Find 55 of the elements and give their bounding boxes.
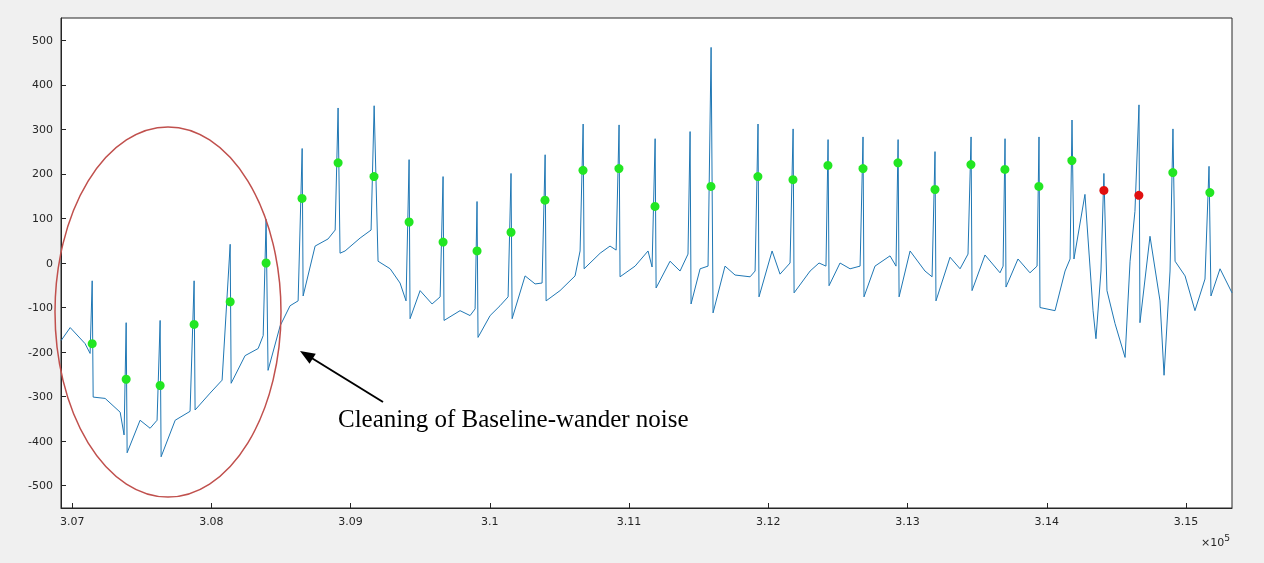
y-tick-label: 100	[32, 211, 53, 225]
point	[930, 185, 940, 194]
x-tick-label: 3.1	[481, 515, 499, 528]
y-tick-label: -200	[28, 345, 53, 359]
point	[1168, 168, 1178, 178]
point	[1067, 156, 1077, 166]
point	[297, 193, 307, 203]
point	[404, 217, 414, 227]
point	[966, 160, 976, 170]
point	[858, 164, 868, 174]
point	[1099, 185, 1109, 195]
x-tick-label: 3.13	[895, 515, 920, 528]
point	[788, 175, 798, 185]
point	[614, 164, 624, 174]
y-tick-label: 400	[32, 78, 53, 92]
point	[706, 181, 716, 191]
x-tick-label: 3.11	[616, 515, 642, 528]
point	[369, 172, 379, 182]
y-tick-label: -400	[28, 434, 53, 448]
point	[121, 374, 131, 384]
annotation: Cleaning of Baseline-wander noise	[338, 405, 689, 433]
x-tick-label: 3.14	[1034, 515, 1060, 528]
point	[87, 339, 97, 349]
point	[1034, 181, 1044, 191]
point	[823, 160, 833, 170]
y-tick-label: 300	[32, 122, 53, 136]
point	[438, 237, 448, 247]
text: ×10$^{5}$	[1200, 532, 1230, 549]
y-tick-label: -100	[28, 301, 53, 315]
x-tick-label: 3.07	[59, 515, 85, 528]
point	[1000, 164, 1010, 174]
x-tick-label: 3.08	[199, 515, 224, 528]
point	[1134, 190, 1144, 200]
point	[578, 165, 588, 175]
point	[472, 246, 482, 256]
y-tick-label: -500	[28, 479, 53, 493]
y-tick-label: 200	[32, 167, 53, 181]
point	[261, 258, 271, 268]
x-tick-label: 3.12	[756, 515, 781, 528]
y-tick-label: 0	[46, 256, 53, 270]
point	[753, 172, 763, 182]
point	[155, 381, 165, 390]
point	[189, 319, 199, 329]
point	[650, 201, 660, 211]
point	[333, 158, 343, 168]
point	[1205, 188, 1215, 198]
point	[225, 297, 235, 307]
point	[506, 227, 516, 237]
point	[540, 195, 550, 205]
y-tick-label: -300	[28, 390, 53, 404]
y-tick-label: 500	[32, 33, 53, 47]
point	[893, 158, 903, 168]
line-series	[60, 46, 1233, 458]
x-tick-label: 3.09	[338, 515, 363, 528]
x-tick-label: 3.15	[1173, 515, 1199, 528]
